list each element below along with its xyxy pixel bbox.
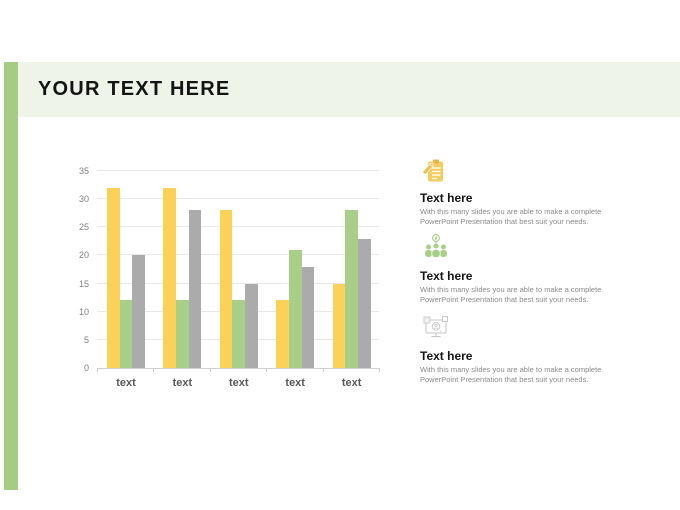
page-title: YOUR TEXT HERE	[38, 78, 231, 100]
x-axis-label: text	[116, 377, 136, 389]
info-block-1: Text here With this many slides you are …	[420, 156, 625, 227]
x-axis-tick	[97, 368, 98, 372]
bar-chart-plot: 0 5 10 15 20 25 30 35 text text text text text	[79, 166, 380, 389]
info-block-2: Text here With this many slides you are …	[420, 232, 625, 305]
bar	[288, 249, 302, 368]
gridline	[97, 254, 379, 256]
bar	[119, 300, 133, 368]
y-axis-label: 15	[78, 278, 89, 289]
x-axis-tick	[209, 368, 211, 372]
y-axis-label: 30	[78, 194, 89, 205]
bar-group: text	[332, 171, 371, 389]
info-block-3: Text here With this many slides you are …	[420, 312, 625, 385]
bar	[176, 300, 189, 368]
x-axis-tick	[153, 368, 155, 372]
bar-group: text	[276, 171, 315, 389]
y-axis-label: 20	[78, 250, 89, 261]
x-axis-label: text	[341, 377, 362, 389]
x-axis-label: text	[172, 377, 193, 389]
bar	[332, 283, 346, 368]
y-axis-label: 25	[78, 222, 89, 233]
bar-group: text	[219, 171, 258, 389]
bar-group: text	[107, 171, 145, 389]
bar-group: text	[163, 171, 202, 389]
bar	[301, 266, 315, 368]
gridline	[97, 226, 379, 228]
accent-stripe	[4, 62, 18, 490]
info-body: With this many slides you are able to ma…	[420, 207, 602, 226]
y-axis-label: 35	[78, 166, 89, 176]
gridline	[97, 282, 379, 284]
bar	[107, 187, 120, 368]
monitor-avatar-icon	[423, 316, 448, 338]
info-heading: Text here	[420, 191, 473, 205]
x-axis-tick	[266, 368, 268, 372]
bar	[232, 300, 246, 368]
bar	[357, 238, 371, 368]
bar	[188, 210, 202, 368]
y-axis-label: 0	[83, 363, 89, 373]
y-axis-label: 10	[78, 306, 89, 317]
y-axis-label: 5	[83, 334, 89, 345]
info-heading: Text here	[420, 269, 473, 283]
gridline	[97, 170, 379, 171]
bar	[163, 187, 177, 368]
bar	[132, 255, 145, 368]
x-axis-label: text	[229, 377, 249, 389]
x-axis-tick	[379, 368, 380, 372]
info-heading: Text here	[420, 349, 473, 363]
info-body: With this many slides you are able to ma…	[420, 365, 602, 384]
bar	[345, 210, 358, 368]
info-body: With this many slides you are able to ma…	[420, 285, 602, 304]
bar	[245, 283, 258, 368]
team-idea-icon	[425, 234, 447, 258]
x-axis-tick	[322, 368, 324, 372]
clipboard-pencil-icon	[422, 159, 443, 182]
bar	[219, 210, 233, 368]
title-banner: YOUR TEXT HERE	[18, 62, 680, 117]
bar	[276, 300, 289, 368]
x-axis-label: text	[285, 377, 305, 389]
gridline	[97, 198, 379, 200]
